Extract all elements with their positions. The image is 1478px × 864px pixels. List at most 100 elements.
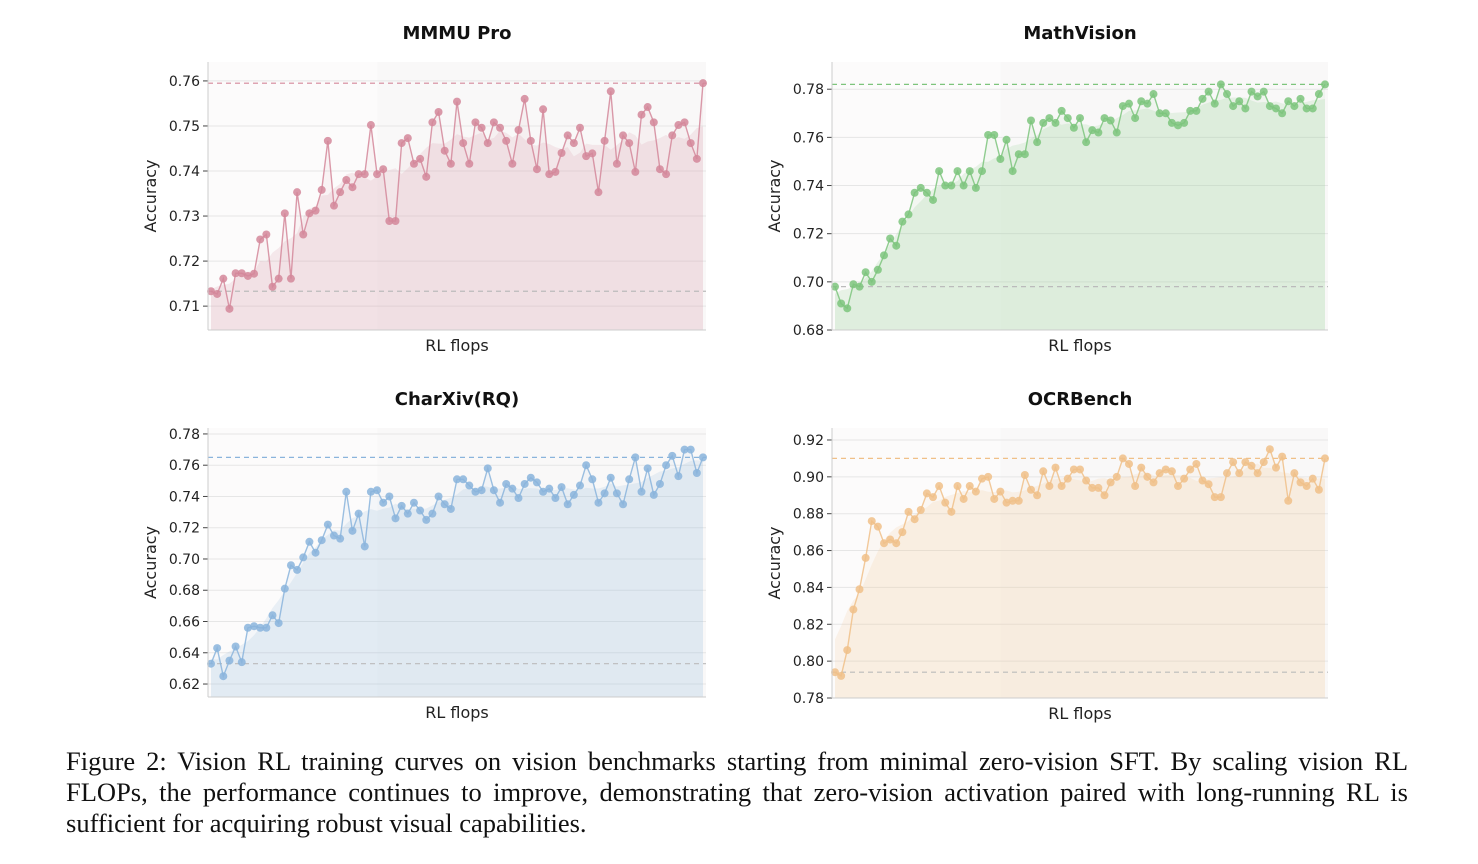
data-point [422, 172, 431, 181]
data-point [508, 159, 517, 168]
data-point [1216, 80, 1225, 89]
data-point [1290, 469, 1299, 478]
data-point [1106, 116, 1115, 125]
data-point [662, 461, 671, 470]
data-point [551, 167, 560, 176]
data-point [545, 484, 554, 493]
data-point [861, 268, 870, 277]
data-point [1321, 454, 1329, 463]
data-point [379, 498, 388, 507]
x-axis-label: RL flops [1048, 336, 1111, 355]
data-point [213, 644, 222, 653]
data-point [557, 483, 566, 492]
data-point [1265, 102, 1274, 111]
data-point [330, 531, 338, 540]
data-point [1180, 474, 1189, 483]
data-point [342, 487, 351, 496]
data-point [1002, 135, 1011, 144]
data-point [465, 481, 474, 490]
data-point [1118, 454, 1127, 463]
data-point [1069, 465, 1078, 474]
data-point [600, 489, 609, 498]
y-tick-label: 0.78 [169, 427, 200, 443]
data-point [674, 472, 683, 481]
data-point [1155, 109, 1164, 118]
data-point [978, 474, 986, 483]
data-point [1278, 109, 1287, 118]
data-point [563, 131, 572, 140]
data-point [582, 152, 591, 161]
data-point [1223, 469, 1231, 478]
y-tick-label: 0.92 [793, 433, 824, 449]
data-point [508, 484, 517, 493]
y-tick-label: 0.72 [169, 521, 200, 537]
data-point [354, 170, 363, 179]
data-point [514, 126, 523, 135]
data-point [886, 234, 895, 243]
data-point [1192, 459, 1201, 468]
data-point [953, 167, 962, 176]
data-point [1027, 485, 1035, 494]
data-point [1265, 445, 1274, 454]
y-axis-label: Accuracy [765, 159, 784, 232]
data-point [631, 167, 640, 176]
data-point [625, 475, 634, 484]
data-point [880, 539, 888, 548]
data-point [1259, 87, 1268, 96]
data-point [867, 277, 876, 286]
data-point [323, 520, 332, 529]
data-point [385, 492, 394, 501]
data-point [625, 139, 634, 148]
data-point [594, 498, 603, 507]
x-axis-label: RL flops [425, 336, 488, 355]
data-point [843, 304, 852, 313]
data-point [391, 514, 400, 523]
data-point [520, 479, 529, 488]
data-point [1204, 480, 1213, 489]
data-point [293, 565, 302, 574]
data-point [336, 534, 345, 543]
data-point [1100, 491, 1109, 500]
data-point [1020, 150, 1029, 159]
data-point [959, 494, 968, 503]
data-point [1051, 118, 1060, 127]
y-tick-label: 0.82 [793, 617, 824, 633]
data-point [1216, 493, 1225, 502]
data-point [1057, 482, 1066, 491]
data-point [250, 622, 259, 631]
data-point [1167, 467, 1176, 476]
data-point [391, 216, 400, 225]
data-point [612, 489, 621, 498]
data-point [403, 134, 412, 143]
figure: 0.71 0.72 0.73 0.74 0.75 0.76 MMMU Pro RL flops… [141, 23, 1329, 723]
data-point [880, 251, 888, 260]
data-point [342, 176, 351, 185]
data-area [211, 83, 703, 331]
chart-0: 0.71 0.72 0.73 0.74 0.75 0.76 MMMU Pro RL flops… [141, 23, 707, 355]
data-point [286, 561, 295, 570]
data-point [459, 139, 468, 148]
data-point [655, 165, 664, 174]
data-point [873, 265, 882, 274]
data-point [1180, 118, 1189, 127]
data-point [496, 498, 505, 507]
chart-3: 0.78 0.80 0.82 0.84 0.86 0.88 0.90 0.92 OCRBench… [765, 389, 1329, 723]
data-point [539, 105, 548, 114]
data-point [348, 183, 357, 192]
data-point [1278, 452, 1287, 461]
y-tick-label: 0.72 [793, 227, 824, 243]
data-point [1302, 482, 1311, 491]
data-point [837, 299, 846, 308]
y-axis-label: Accuracy [765, 526, 784, 599]
data-point [440, 146, 449, 155]
y-tick-label: 0.86 [793, 544, 824, 560]
data-point [1149, 90, 1158, 99]
smoothed-area [835, 97, 1325, 331]
data-point [1241, 104, 1250, 113]
data-point [668, 131, 677, 140]
data-point [1284, 97, 1293, 106]
data-point [990, 130, 999, 139]
data-point [606, 473, 615, 482]
data-point [330, 201, 338, 210]
data-point [867, 517, 876, 526]
